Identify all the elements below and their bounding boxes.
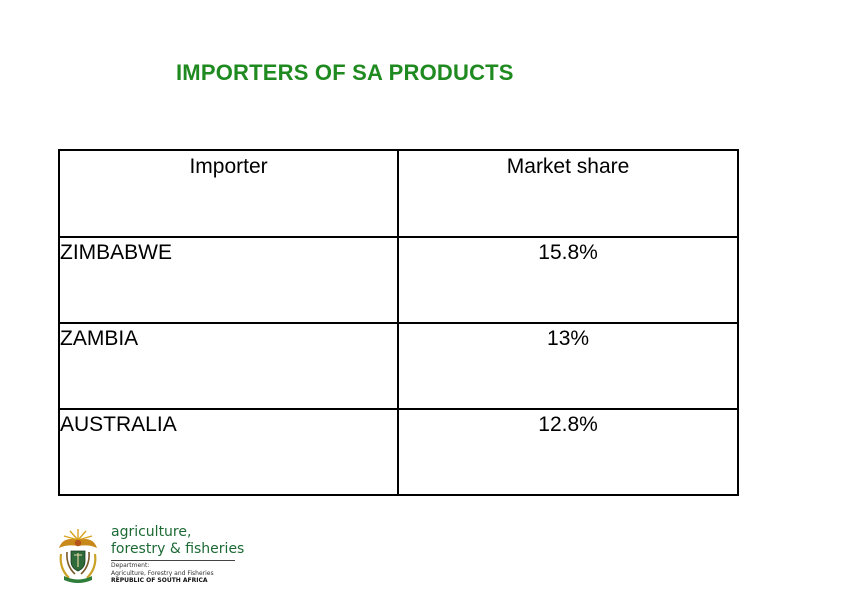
logo-line-agriculture: agriculture, [111,524,192,540]
logo-line-department: Department: [111,562,150,569]
importers-table: Importer Market share ZIMBABWE 15.8% ZAM… [57,149,739,496]
market-share-cell: 15.8% [397,236,739,324]
importer-cell: AUSTRALIA [57,408,400,496]
department-logo: agriculture, forestry & fisheries Depart… [55,524,245,586]
importer-cell: ZAMBIA [57,322,400,410]
logo-line-republic: REPUBLIC OF SOUTH AFRICA [111,577,208,584]
table-row: ZAMBIA 13% [57,322,739,410]
market-share-cell: 12.8% [397,408,739,496]
column-header-importer: Importer [57,149,400,238]
importer-cell: ZIMBABWE [57,236,400,324]
logo-line-forestry-fisheries: forestry & fisheries [111,541,245,557]
logo-text: agriculture, forestry & fisheries Depart… [111,524,244,585]
logo-line-department-name: Agriculture, Forestry and Fisheries [111,569,214,577]
table-header-row: Importer Market share [57,149,739,238]
coat-of-arms-icon [59,529,97,583]
market-share-cell: 13% [397,322,739,410]
logo-divider [111,560,235,561]
table-row: AUSTRALIA 12.8% [57,408,739,496]
table-row: ZIMBABWE 15.8% [57,236,739,324]
column-header-market-share: Market share [397,149,739,238]
page-title: IMPORTERS OF SA PRODUCTS [176,60,514,85]
